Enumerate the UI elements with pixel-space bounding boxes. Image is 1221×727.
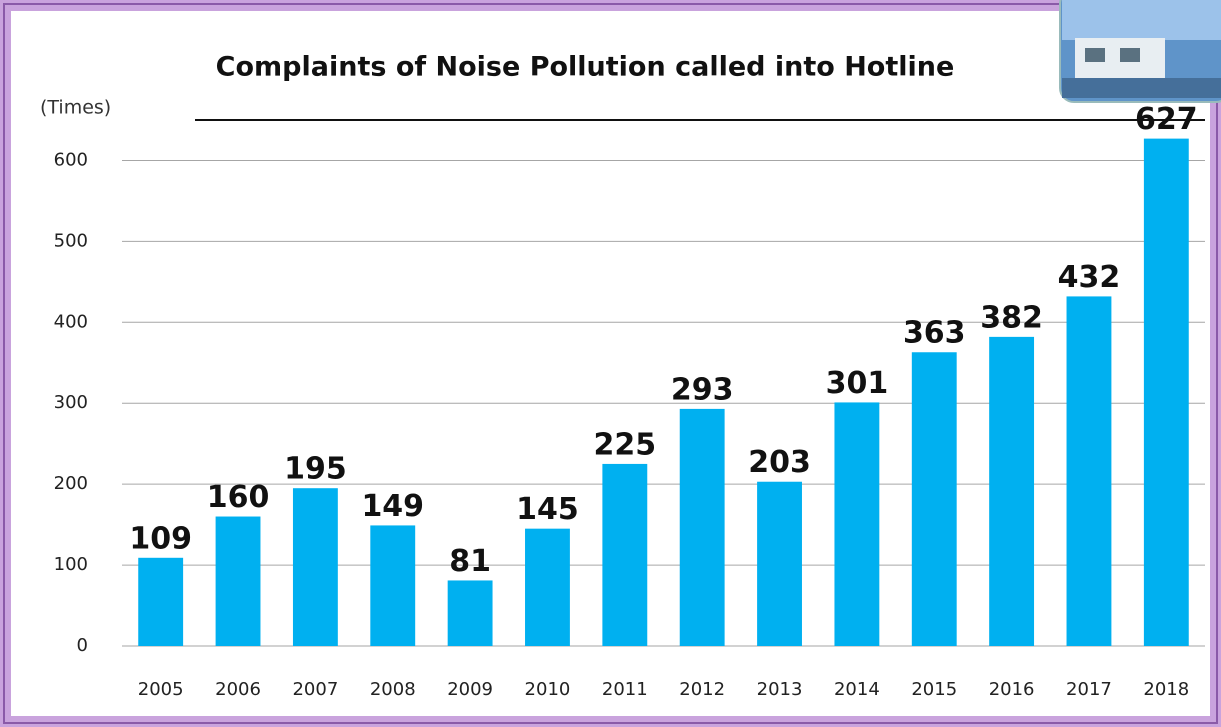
value-label: 195 — [284, 452, 347, 487]
x-tick-label: 2014 — [834, 679, 880, 700]
x-tick-label: 2008 — [370, 679, 416, 700]
x-tick-label: 2016 — [989, 679, 1035, 700]
value-label: 81 — [449, 544, 491, 579]
value-label: 293 — [671, 372, 734, 407]
y-tick-label: 400 — [54, 311, 88, 332]
bar — [757, 482, 802, 646]
value-label: 109 — [129, 521, 192, 556]
y-tick-label: 100 — [54, 554, 88, 575]
value-label: 225 — [594, 427, 657, 462]
page: Complaints of Noise Pollution called int… — [0, 0, 1221, 727]
x-tick-label: 2017 — [1066, 679, 1112, 700]
value-label: 432 — [1058, 260, 1121, 295]
x-tick-label: 2013 — [757, 679, 803, 700]
chart: Complaints of Noise Pollution called int… — [0, 0, 1221, 727]
value-label: 301 — [826, 366, 889, 401]
bar — [138, 558, 183, 646]
bar — [525, 529, 570, 646]
value-label: 363 — [903, 316, 966, 351]
x-tick-label: 2011 — [602, 679, 648, 700]
x-tick-label: 2015 — [911, 679, 957, 700]
bar — [293, 488, 338, 646]
bar — [448, 580, 493, 646]
x-tick-label: 2005 — [138, 679, 184, 700]
y-axis-label: (Times) — [40, 97, 111, 119]
x-tick-label: 2010 — [525, 679, 571, 700]
value-label: 382 — [980, 300, 1043, 335]
value-label: 149 — [361, 489, 424, 524]
value-label: 160 — [207, 480, 270, 515]
photo — [1060, 0, 1221, 102]
bar — [370, 525, 415, 646]
chart-title: Complaints of Noise Pollution called int… — [216, 52, 955, 83]
bar — [602, 464, 647, 646]
y-tick-label: 500 — [54, 230, 88, 251]
x-tick-label: 2007 — [292, 679, 338, 700]
x-tick-label: 2018 — [1143, 679, 1189, 700]
bar — [216, 517, 261, 646]
y-tick-label: 200 — [54, 473, 88, 494]
x-tick-label: 2012 — [679, 679, 725, 700]
x-tick-label: 2009 — [447, 679, 493, 700]
bar — [680, 409, 725, 646]
bar — [1144, 139, 1189, 646]
x-tick-label: 2006 — [215, 679, 261, 700]
bar — [834, 402, 879, 646]
value-label: 627 — [1135, 102, 1198, 137]
value-label: 203 — [748, 445, 811, 480]
value-label: 145 — [516, 492, 579, 527]
bar — [989, 337, 1034, 646]
y-tick-label: 600 — [54, 149, 88, 170]
y-tick-label: 0 — [77, 635, 88, 656]
bar — [912, 352, 957, 646]
y-tick-label: 300 — [54, 392, 88, 413]
bar — [1067, 296, 1112, 646]
